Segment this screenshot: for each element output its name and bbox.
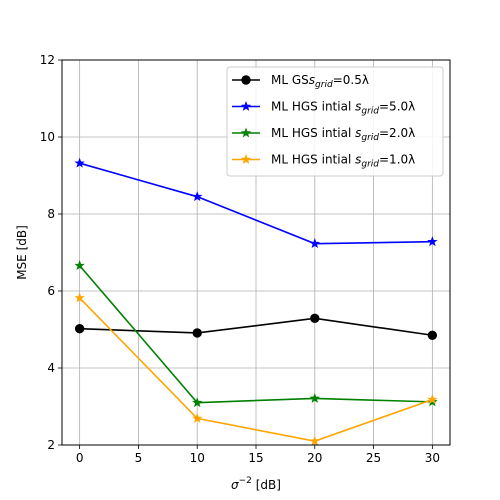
data-point-marker [74,260,85,271]
series [74,313,438,340]
x-tick-label: 0 [76,451,84,465]
legend-value: =5.0λ [379,100,415,114]
data-point-marker [192,328,202,338]
legend-entry: ML HGS intial sgrid=2.0λ [232,126,415,143]
data-point-marker [427,236,438,247]
series-line [79,162,433,245]
data-point-marker [241,75,251,85]
data-point-marker [427,394,438,404]
x-axis-label-sigma: σ [231,478,239,492]
legend-label: ML HGS intial sgrid=1.0λ [271,153,415,170]
x-tick-label: 5 [135,451,143,465]
x-axis-label-exponent: −2 [239,476,252,486]
y-axis-label: MSE [dB] [15,225,29,280]
data-point-marker [309,435,320,446]
series-line [79,297,433,442]
data-point-marker [240,127,252,138]
legend-label: ML HGS intial sgrid=2.0λ [271,126,415,143]
y-tick-label: 8 [47,207,55,221]
data-point-marker [240,154,252,164]
data-point-marker [427,330,438,340]
x-tick-label: 25 [366,451,381,465]
legend-subscript: grid [361,160,379,170]
data-point-marker [192,191,203,202]
legend-value: =0.5λ [333,73,369,87]
y-tick-label: 6 [47,284,55,298]
data-point-marker [74,324,85,334]
legend-entry: ML HGS intial sgrid=5.0λ [232,100,415,117]
legend-value: =2.0λ [379,126,415,140]
legend-label: ML GSsgrid=0.5λ [271,73,369,90]
legend-subscript: grid [315,80,333,90]
legend-variable: s [355,100,361,114]
legend-variable: s [355,153,361,167]
legend-series-name: ML HGS intial [271,126,355,140]
y-tick-label: 2 [47,438,55,452]
series [74,292,438,446]
legend-label: ML HGS intial sgrid=5.0λ [271,100,415,117]
series-line [79,317,433,337]
data-point-marker [74,157,85,168]
legend-subscript: grid [361,107,379,117]
x-axis-label: σ−2 [dB] [231,476,281,492]
legend-series-name: ML HGS intial [271,100,355,114]
data-point-marker [309,392,320,403]
x-tick-label: 10 [190,451,205,465]
legend-subscript: grid [361,133,379,143]
legend-variable: s [309,73,315,87]
data-point-marker [240,101,252,111]
legend-series-name: ML GS [271,73,309,87]
legend-box [226,66,444,177]
y-tick-label: 10 [40,130,55,144]
y-tick-label: 4 [47,361,55,375]
x-axis-label-unit: [dB] [252,478,281,492]
series [74,157,438,249]
series-line [79,265,433,404]
data-point-marker [309,238,320,249]
legend-value: =1.0λ [379,153,415,167]
x-tick-label: 20 [307,451,322,465]
data-point-marker [192,397,203,408]
data-point-marker [74,292,85,303]
data-point-marker [192,412,203,423]
legend-entry: ML GSsgrid=0.5λ [232,73,369,90]
data-point-marker [310,313,320,324]
legend-entry: ML HGS intial sgrid=1.0λ [232,153,415,170]
ticks: 0 5 10 15 20 25 30 2 4 6 8 10 12 [40,53,440,465]
legend-variable: s [355,126,361,140]
x-tick-label: 15 [248,451,263,465]
y-tick-label: 12 [40,53,55,67]
x-tick-label: 30 [425,451,440,465]
legend-series-name: ML HGS intial [271,153,355,167]
series-layer [74,157,438,446]
